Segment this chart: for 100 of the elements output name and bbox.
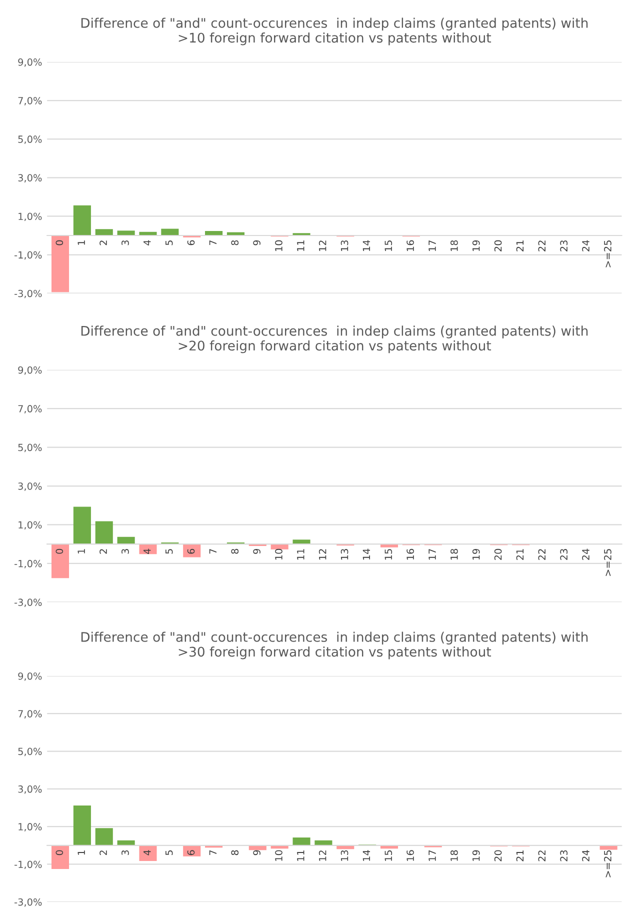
y-tick-label: 7,0% (18, 405, 42, 414)
x-tick-label: 13 (340, 850, 348, 861)
x-tick-label: 11 (297, 850, 304, 861)
x-tick-label: 15 (384, 549, 392, 560)
x-tick-label: 23 (560, 240, 568, 252)
x-tick-label: 21 (516, 240, 524, 252)
x-tick-label: 20 (494, 548, 502, 560)
x-tick-label: 3 (122, 240, 129, 246)
y-tick-label: 3,0% (18, 785, 42, 794)
x-tick-label: 14 (362, 850, 370, 861)
y-tick-label: 1,0% (18, 823, 42, 832)
x-tick-label: 19 (472, 548, 480, 560)
x-tick-label: 15 (384, 240, 392, 251)
x-tick-label: 6 (187, 548, 195, 554)
x-tick-label: 17 (428, 240, 436, 251)
x-tick-label: 1 (78, 850, 85, 855)
x-tick-label: >=25 (604, 549, 612, 576)
x-tick-label: 20 (494, 240, 502, 252)
x-tick-label: 14 (362, 548, 370, 560)
y-tick-label: 7,0% (18, 710, 42, 718)
x-tick-label: 24 (582, 240, 590, 252)
x-tick-label: 22 (538, 850, 546, 862)
x-tick-label: 22 (538, 240, 546, 252)
x-tick-label: 5 (166, 549, 173, 554)
x-tick-label: 7 (209, 549, 216, 554)
x-tick-label: 11 (297, 240, 304, 251)
x-tick-label: 18 (450, 240, 458, 251)
x-tick-label: 7 (209, 850, 216, 855)
x-tick-label: 19 (472, 240, 480, 251)
x-tick-label: 18 (450, 850, 458, 861)
x-tick-label: 16 (406, 850, 414, 861)
x-tick-label: 17 (428, 850, 436, 861)
x-tick-label: 11 (297, 549, 304, 560)
x-tick-label: 23 (560, 850, 568, 862)
x-tick-label: 12 (318, 240, 326, 251)
y-tick-label: -3,0% (14, 598, 42, 607)
x-tick-label: 5 (166, 850, 173, 856)
x-tick-label: 1 (78, 240, 85, 245)
y-tick-label: 9,0% (18, 366, 42, 375)
x-tick-label: 21 (516, 850, 524, 862)
chart-title: Difference of "and" count-occurences in indep claims (granted patents) with >20 foreign forward citation vs patents without (81, 326, 588, 354)
x-tick-label: 1 (78, 549, 85, 554)
x-tick-label: 4 (144, 240, 151, 246)
chart-title: Difference of "and" count-occurences in indep claims (granted patents) with >10 foreign forward citation vs patents without (81, 18, 588, 46)
x-tick-label: 2 (100, 850, 107, 856)
x-tick-label: 8 (231, 548, 239, 554)
x-tick-label: 22 (538, 549, 546, 560)
x-tick-label: >=25 (604, 240, 612, 268)
y-tick-label: -3,0% (14, 290, 42, 298)
y-tick-label: 1,0% (18, 521, 42, 530)
x-tick-label: 6 (187, 240, 195, 246)
y-tick-label: 3,0% (18, 174, 42, 182)
x-tick-label: 2 (100, 240, 107, 246)
x-tick-label: 8 (231, 240, 239, 246)
x-tick-label: 10 (275, 850, 282, 861)
y-tick-label: -1,0% (14, 560, 42, 568)
y-tick-label: 9,0% (18, 672, 42, 681)
x-tick-label: 14 (362, 240, 370, 251)
x-tick-label: 3 (122, 549, 129, 554)
x-tick-label: 0 (56, 240, 64, 246)
x-tick-label: 9 (253, 240, 260, 246)
x-tick-label: 24 (582, 548, 590, 560)
x-tick-label: 9 (253, 548, 260, 554)
x-tick-label: 16 (406, 548, 414, 560)
y-tick-label: 3,0% (18, 482, 42, 491)
x-tick-label: 0 (56, 850, 64, 856)
x-tick-label: 7 (209, 240, 216, 246)
y-tick-label: 5,0% (18, 444, 42, 452)
x-tick-label: 12 (318, 850, 326, 861)
x-tick-label: 20 (494, 850, 502, 862)
x-tick-label: >=25 (604, 850, 612, 878)
x-tick-label: 12 (318, 549, 326, 560)
x-tick-label: 24 (582, 850, 590, 862)
y-tick-label: 5,0% (18, 136, 42, 144)
x-tick-label: 13 (340, 240, 348, 251)
x-tick-label: 23 (560, 549, 568, 560)
y-tick-label: -1,0% (14, 251, 42, 260)
x-tick-label: 17 (428, 549, 436, 560)
y-tick-label: -3,0% (14, 898, 42, 907)
y-tick-label: 7,0% (18, 96, 42, 106)
x-tick-label: 10 (275, 548, 282, 560)
x-tick-label: 5 (166, 240, 173, 246)
y-tick-label: 9,0% (18, 58, 42, 67)
y-tick-label: -1,0% (14, 860, 42, 870)
y-tick-label: 1,0% (18, 212, 42, 222)
x-tick-label: 0 (56, 548, 64, 554)
x-tick-label: 21 (516, 549, 524, 560)
x-tick-label: 6 (187, 850, 195, 856)
x-tick-label: 13 (340, 549, 348, 560)
x-tick-label: 16 (406, 240, 414, 251)
x-tick-label: 15 (384, 850, 392, 861)
x-tick-label: 19 (472, 850, 480, 861)
x-tick-label: 2 (100, 549, 107, 554)
y-tick-label: 5,0% (18, 748, 42, 756)
x-tick-label: 10 (275, 240, 282, 251)
chart-title: Difference of "and" count-occurences in indep claims (granted patents) with >30 foreign forward citation vs patents without (81, 632, 588, 660)
x-tick-label: 8 (231, 850, 239, 856)
x-tick-label: 18 (450, 548, 458, 560)
x-tick-label: 4 (144, 850, 151, 856)
x-tick-label: 4 (144, 548, 151, 554)
